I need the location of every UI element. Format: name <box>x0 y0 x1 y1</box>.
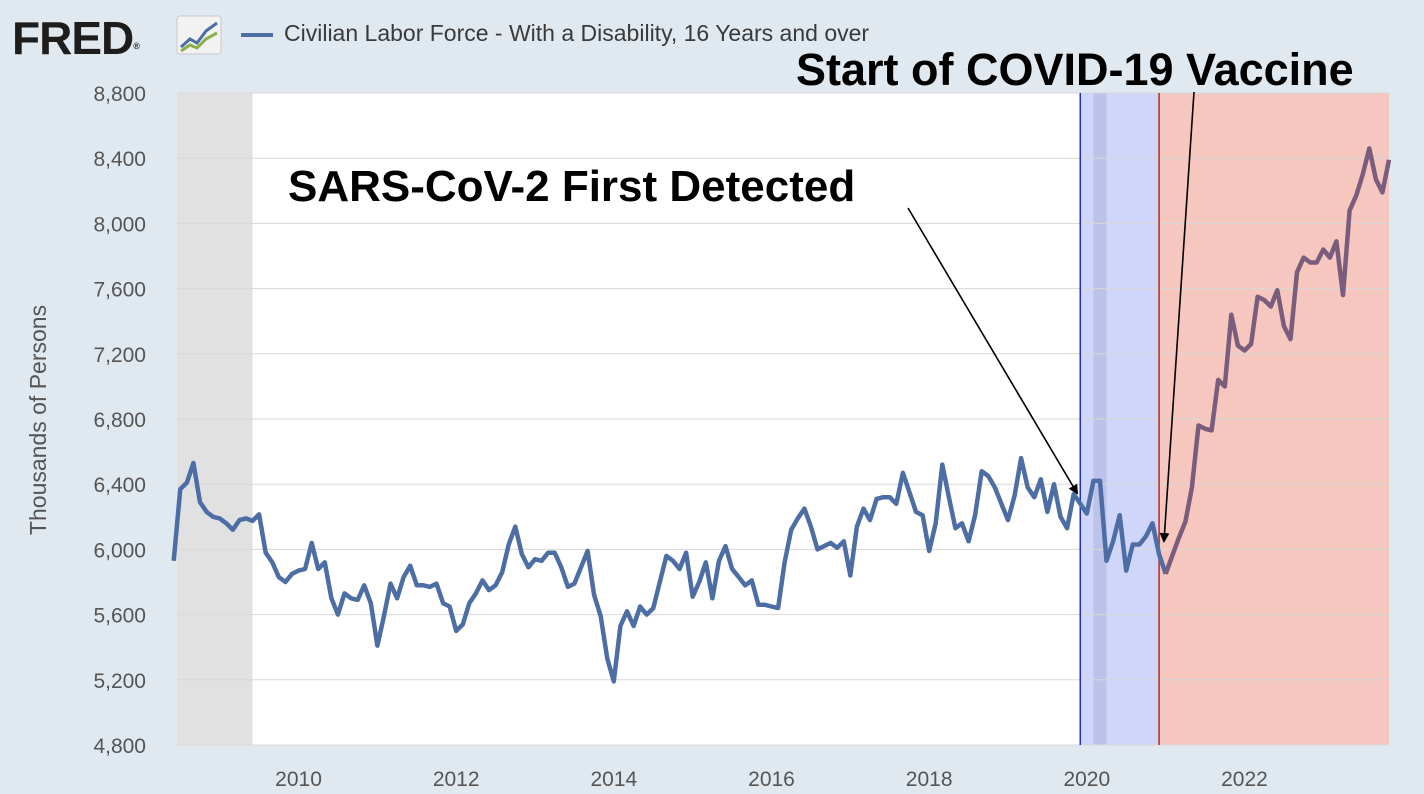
fred-logo[interactable]: FRED® <box>12 8 140 68</box>
line-chart-icon <box>176 15 222 55</box>
y-tick-label: 8,400 <box>93 148 146 171</box>
vaccine-annotation: Start of COVID-19 Vaccine <box>796 44 1354 95</box>
x-tick-label: 2020 <box>1063 768 1110 791</box>
series-line-shaded <box>1163 146 1392 575</box>
series-line <box>171 455 1168 684</box>
fred-logo-text: FRED <box>12 12 134 64</box>
y-tick-label: 5,600 <box>93 605 146 628</box>
y-tick-label: 6,800 <box>93 409 146 432</box>
y-tick-label: 8,000 <box>93 213 146 236</box>
vaccine-annotation-arrow <box>1159 91 1195 543</box>
x-tick-label: 2016 <box>748 768 795 791</box>
y-tick-label: 7,200 <box>93 344 146 367</box>
legend-swatch <box>241 33 273 37</box>
grid-lines <box>177 92 1389 746</box>
x-axis-tick-labels: 2010 2012 2014 2016 2018 2020 2022 <box>275 768 1268 791</box>
x-tick-label: 2018 <box>906 768 953 791</box>
y-tick-label: 6,400 <box>93 474 146 497</box>
x-tick-label: 2014 <box>590 768 637 791</box>
y-tick-label: 8,800 <box>93 83 146 106</box>
sars-annotation-arrow <box>907 207 1079 495</box>
y-tick-label: 6,000 <box>93 539 146 562</box>
event-lines <box>1079 93 1160 745</box>
registered-mark: ® <box>133 41 140 51</box>
x-tick-label: 2022 <box>1221 768 1268 791</box>
y-tick-label: 5,200 <box>93 670 146 693</box>
y-tick-label: 4,800 <box>93 735 146 758</box>
sars-annotation: SARS-CoV-2 First Detected <box>288 162 856 211</box>
y-axis-label: Thousands of Persons <box>25 305 51 535</box>
legend-label[interactable]: Civilian Labor Force - With a Disability… <box>284 20 870 46</box>
y-tick-label: 7,600 <box>93 279 146 302</box>
x-tick-label: 2010 <box>275 768 322 791</box>
y-axis-tick-labels: 4,800 5,200 5,600 6,000 6,400 6,800 7,200 7,600… <box>93 83 146 758</box>
series-lines <box>171 146 1392 684</box>
x-tick-label: 2012 <box>433 768 480 791</box>
chart-header: FRED® Civilian Labor Force - With a Disa… <box>0 0 1424 70</box>
